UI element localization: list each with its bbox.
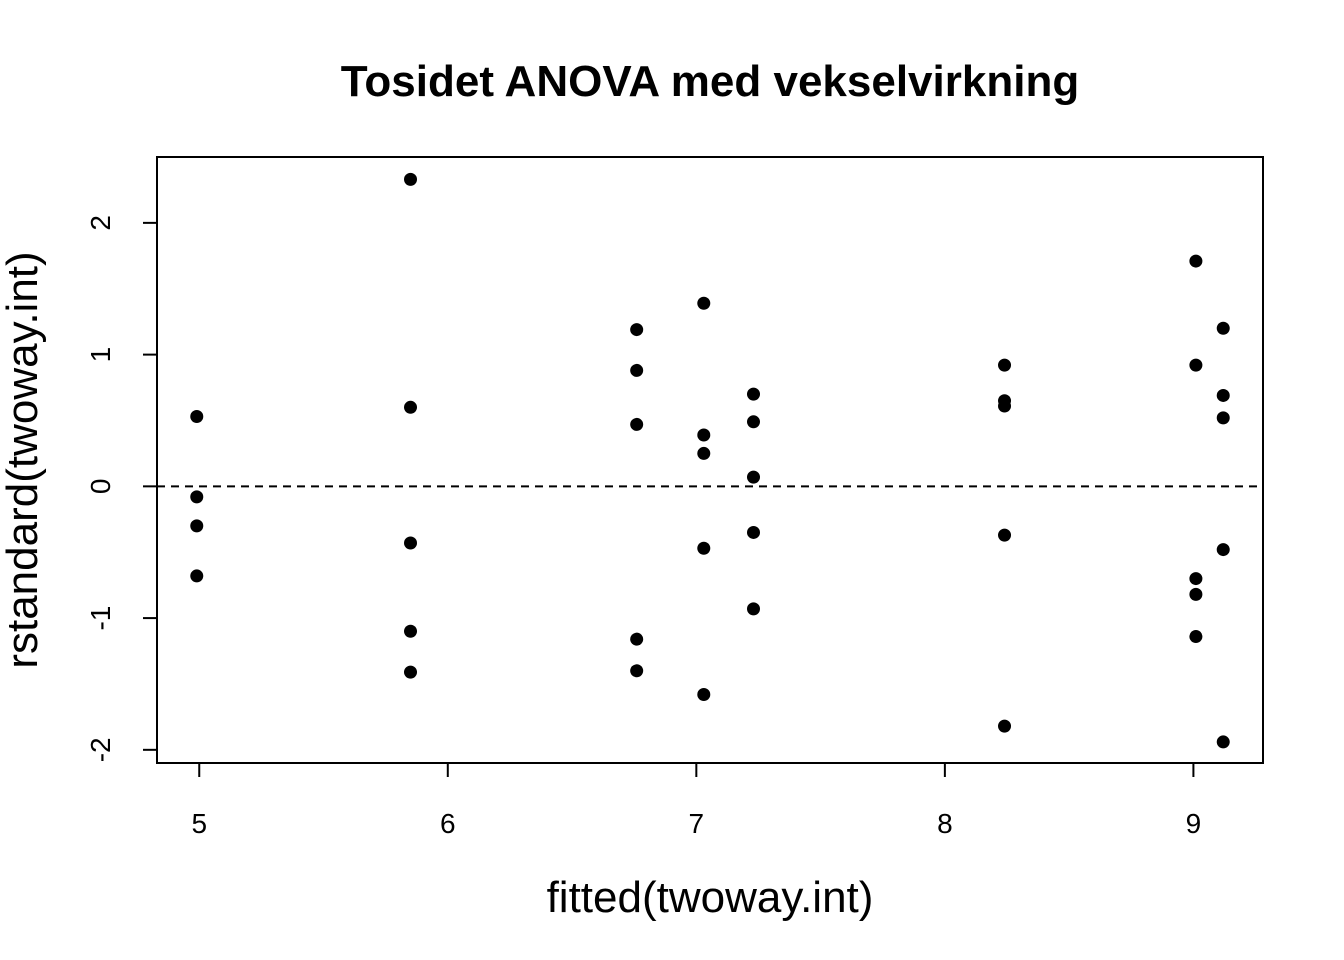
data-point (1216, 321, 1230, 335)
data-point (190, 569, 204, 583)
data-point (1216, 735, 1230, 749)
plot-area: 5 6 7 8 9 -2 -1 0 1 2 (85, 156, 1264, 839)
data-point (746, 525, 760, 539)
data-point (630, 417, 644, 431)
data-point (697, 428, 711, 442)
x-axis-label: fitted(twoway.int) (547, 873, 874, 922)
y-tick-label: -2 (85, 737, 116, 762)
x-tick-label: 6 (440, 808, 456, 839)
data-point (404, 624, 418, 638)
data-point (746, 387, 760, 401)
data-point (746, 470, 760, 484)
y-tick-label: -1 (85, 606, 116, 631)
plot-frame (156, 156, 1264, 764)
data-point (190, 410, 204, 424)
data-point (630, 323, 644, 337)
x-tick-label: 7 (689, 808, 705, 839)
y-tick-label: 1 (85, 347, 116, 363)
data-point (630, 363, 644, 377)
data-point (746, 602, 760, 616)
data-point (998, 719, 1012, 733)
data-point (1189, 572, 1203, 586)
x-tick-label: 5 (191, 808, 207, 839)
data-point (190, 519, 204, 533)
y-axis-label: rstandard(twoway.int) (0, 251, 47, 668)
data-point (1189, 254, 1203, 268)
data-point (1189, 358, 1203, 372)
data-point (190, 490, 204, 504)
data-point (998, 399, 1012, 413)
data-point (1189, 630, 1203, 644)
data-point (697, 296, 711, 310)
data-point (630, 664, 644, 678)
data-point (630, 632, 644, 646)
chart-title: Tosidet ANOVA med vekselvirkning (341, 57, 1079, 106)
data-point (697, 446, 711, 460)
data-point (998, 528, 1012, 542)
data-point (404, 172, 418, 186)
data-point (1216, 388, 1230, 402)
data-point (404, 536, 418, 550)
data-point (697, 687, 711, 701)
data-point (1216, 411, 1230, 425)
y-tick-label: 2 (85, 215, 116, 231)
data-point (404, 400, 418, 414)
data-point (404, 665, 418, 679)
y-tick-label: 0 (85, 479, 116, 495)
data-point (1189, 587, 1203, 601)
x-tick-label: 8 (937, 808, 953, 839)
x-tick-label: 9 (1186, 808, 1202, 839)
data-point (1216, 543, 1230, 557)
data-point (746, 415, 760, 429)
data-point (998, 358, 1012, 372)
data-point (697, 541, 711, 555)
